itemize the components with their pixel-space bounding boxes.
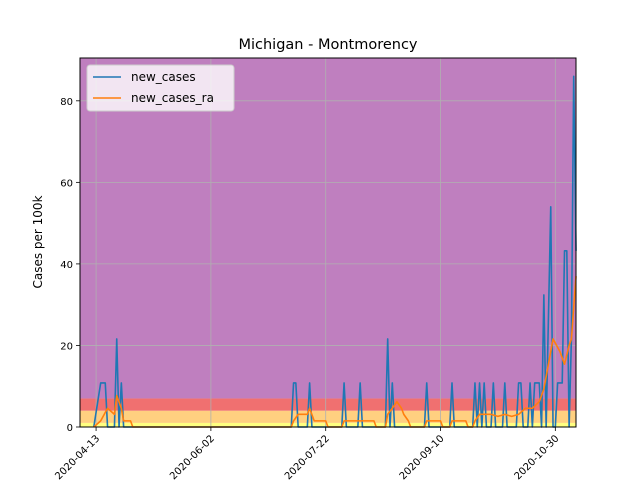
x-tick-label-1: 2020-06-02: [168, 433, 217, 480]
legend: new_cases new_cases_ra: [86, 64, 235, 112]
risk-band-3: [80, 58, 576, 399]
x-tick-label-2: 2020-07-22: [283, 433, 332, 480]
y-tick-label-4: 80: [60, 97, 73, 108]
y-tick-label-2: 40: [60, 260, 73, 271]
series-layer: [92, 75, 577, 428]
legend-label-new-cases: new_cases: [131, 70, 196, 84]
grid-lines: [80, 58, 576, 428]
x-axis: 2020-04-13 2020-06-02 2020-07-22 2020-09-10…: [53, 427, 561, 480]
x-tick-label-3: 2020-09-10: [398, 433, 447, 480]
legend-label-new-cases-ra: new_cases_ra: [131, 91, 214, 105]
plot-frame: [79, 57, 577, 428]
y-axis-label: Cases per 100k: [31, 195, 45, 288]
y-axis: 0 20 40 60 80: [60, 97, 80, 434]
legend-box: [86, 64, 235, 112]
y-tick-label-0: 0: [67, 423, 73, 434]
risk-band-1: [80, 410, 576, 423]
x-tick-label-0: 2020-04-13: [53, 433, 102, 480]
chart-title: Michigan - Montmorency: [238, 37, 417, 53]
background-bands: [80, 58, 576, 427]
risk-band-2: [80, 398, 576, 411]
series-line-new-cases-ra: [93, 276, 577, 428]
y-tick-label-1: 20: [60, 341, 73, 352]
x-tick-label-4: 2020-10-30: [513, 433, 562, 480]
y-tick-label-3: 60: [60, 178, 73, 189]
